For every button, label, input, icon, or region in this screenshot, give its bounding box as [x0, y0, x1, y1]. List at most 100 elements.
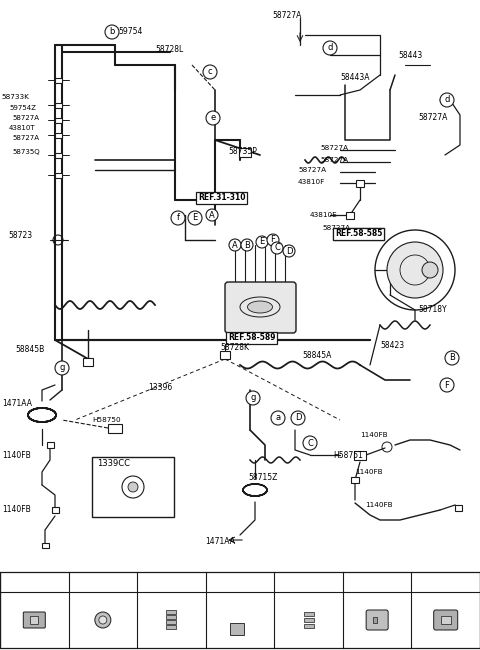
Text: REF.31-310: REF.31-310 — [198, 194, 245, 203]
Bar — [303, 612, 313, 616]
Bar — [167, 610, 177, 614]
Bar — [441, 616, 451, 624]
Bar — [303, 618, 313, 622]
Circle shape — [303, 436, 317, 450]
Bar — [346, 211, 354, 218]
Circle shape — [422, 262, 438, 278]
Bar — [167, 625, 177, 629]
Circle shape — [267, 234, 279, 246]
Circle shape — [241, 239, 253, 251]
Text: a: a — [6, 577, 11, 586]
Circle shape — [105, 25, 119, 39]
Text: E: E — [259, 237, 264, 246]
Text: b: b — [74, 577, 79, 586]
Text: 1140FB: 1140FB — [2, 450, 31, 460]
Text: d: d — [211, 577, 216, 586]
Circle shape — [283, 245, 295, 257]
Text: g: g — [250, 393, 256, 402]
FancyBboxPatch shape — [225, 282, 296, 333]
Bar — [55, 118, 61, 122]
Text: C: C — [307, 439, 313, 447]
Circle shape — [291, 411, 305, 425]
Text: f: f — [349, 577, 352, 586]
Circle shape — [128, 482, 138, 492]
Text: c: c — [143, 577, 147, 586]
Bar — [303, 624, 313, 628]
Text: C: C — [274, 244, 280, 252]
Bar — [41, 543, 48, 547]
Bar — [239, 148, 251, 157]
Text: 1140FB: 1140FB — [360, 432, 388, 438]
Bar — [220, 351, 230, 359]
Text: 1471AA: 1471AA — [205, 538, 235, 547]
Bar — [230, 623, 244, 635]
Bar — [108, 424, 122, 432]
Bar — [0, 572, 480, 648]
Text: 58728K: 58728K — [220, 343, 249, 352]
Text: B: B — [244, 240, 250, 250]
Bar — [354, 450, 366, 460]
Circle shape — [414, 577, 425, 588]
Circle shape — [229, 239, 241, 251]
Text: D: D — [286, 246, 292, 255]
Text: 1140FB: 1140FB — [365, 502, 393, 508]
Text: REF.58-589: REF.58-589 — [228, 333, 276, 343]
Circle shape — [99, 616, 107, 624]
Bar — [83, 358, 93, 366]
Bar — [30, 616, 38, 624]
Text: F: F — [444, 380, 449, 389]
Bar — [167, 615, 177, 619]
Text: 43810E: 43810E — [310, 212, 338, 218]
Circle shape — [206, 111, 220, 125]
Text: 58727A: 58727A — [12, 115, 39, 121]
Circle shape — [2, 577, 13, 588]
Circle shape — [271, 411, 285, 425]
Text: 1339CC: 1339CC — [97, 458, 130, 467]
Text: 58733K: 58733K — [1, 94, 29, 100]
Text: A: A — [209, 211, 215, 220]
Text: 58727A: 58727A — [12, 135, 39, 141]
Text: H58750: H58750 — [92, 417, 120, 423]
Ellipse shape — [248, 301, 273, 313]
Text: 58845B: 58845B — [15, 346, 44, 354]
Text: b: b — [109, 27, 115, 36]
Text: d: d — [444, 96, 450, 105]
Text: F: F — [271, 235, 276, 244]
Text: d: d — [327, 44, 333, 53]
Circle shape — [387, 242, 443, 298]
Text: 58715Z: 58715Z — [248, 473, 277, 482]
Circle shape — [71, 577, 82, 588]
Text: E: E — [192, 213, 198, 222]
Circle shape — [440, 93, 454, 107]
Circle shape — [271, 242, 283, 254]
Circle shape — [277, 577, 288, 588]
Text: 58727A: 58727A — [298, 167, 326, 173]
FancyBboxPatch shape — [24, 612, 45, 628]
Circle shape — [55, 361, 69, 375]
Text: g: g — [417, 577, 422, 586]
Circle shape — [345, 577, 356, 588]
Circle shape — [203, 65, 217, 79]
Text: 1471AA: 1471AA — [2, 398, 32, 408]
Text: 11403B: 11403B — [228, 609, 253, 615]
Text: 58727A: 58727A — [320, 157, 348, 163]
FancyBboxPatch shape — [366, 610, 388, 630]
Circle shape — [140, 577, 151, 588]
Circle shape — [95, 612, 111, 628]
Bar — [455, 505, 461, 511]
Text: 58727A: 58727A — [418, 114, 447, 122]
Circle shape — [323, 41, 337, 55]
Bar — [55, 153, 61, 157]
Bar — [373, 617, 377, 623]
Text: B: B — [449, 354, 455, 363]
Text: H58751: H58751 — [333, 450, 363, 460]
Circle shape — [206, 209, 218, 221]
FancyBboxPatch shape — [434, 610, 458, 630]
Text: 59754Z: 59754Z — [9, 105, 36, 111]
Bar — [51, 507, 59, 513]
Text: 31367E: 31367E — [426, 579, 454, 585]
Text: 58752G: 58752G — [152, 579, 181, 585]
Bar — [92, 457, 174, 517]
Text: 58735P: 58735P — [228, 148, 257, 157]
Text: e: e — [210, 114, 216, 122]
